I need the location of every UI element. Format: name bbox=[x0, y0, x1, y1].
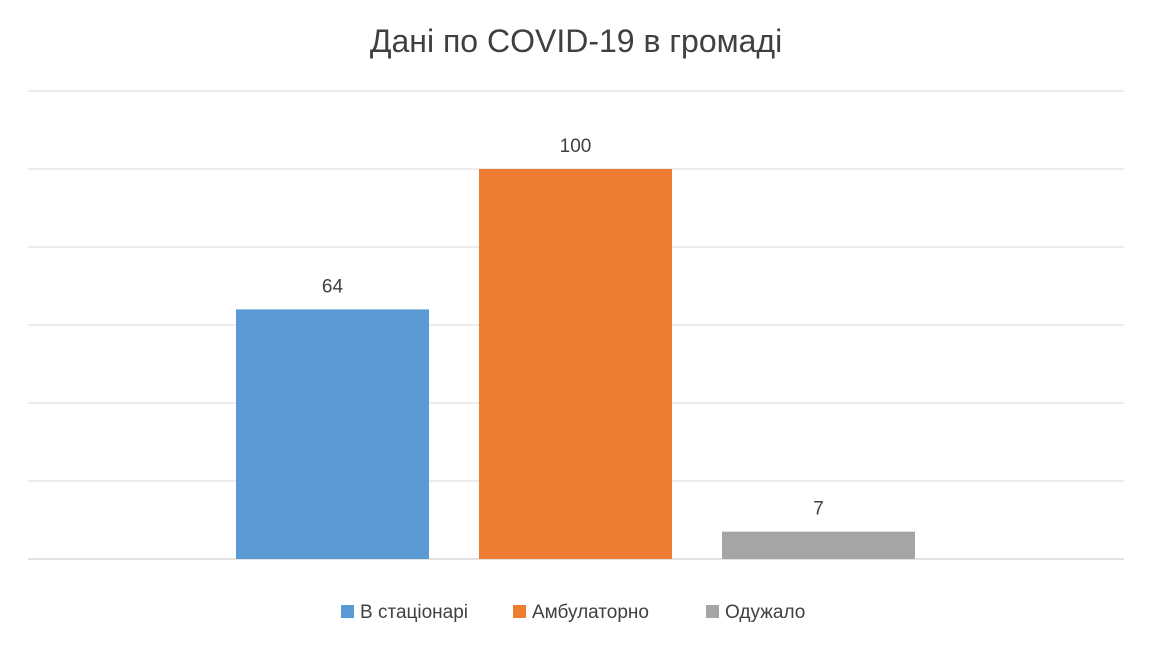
legend-label-3: Одужало bbox=[725, 602, 805, 623]
data-label-2: 100 bbox=[560, 136, 592, 157]
bar-2 bbox=[479, 169, 672, 559]
bar-1 bbox=[236, 309, 429, 559]
legend-label-2: Амбулаторно bbox=[532, 602, 649, 623]
data-label-1: 64 bbox=[322, 276, 344, 297]
bar-3 bbox=[722, 531, 915, 559]
data-label-3: 7 bbox=[813, 499, 824, 520]
bars bbox=[236, 169, 915, 559]
legend-swatch-1 bbox=[341, 605, 354, 618]
legend-swatch-3 bbox=[706, 605, 719, 618]
legend-swatch-2 bbox=[513, 605, 526, 618]
chart-title: Дані по COVID-19 в громаді bbox=[370, 23, 782, 59]
data-labels: 64 100 7 bbox=[322, 136, 824, 520]
legend: В стаціонарі Амбулаторно Одужало bbox=[341, 602, 805, 623]
legend-label-1: В стаціонарі bbox=[360, 602, 468, 623]
